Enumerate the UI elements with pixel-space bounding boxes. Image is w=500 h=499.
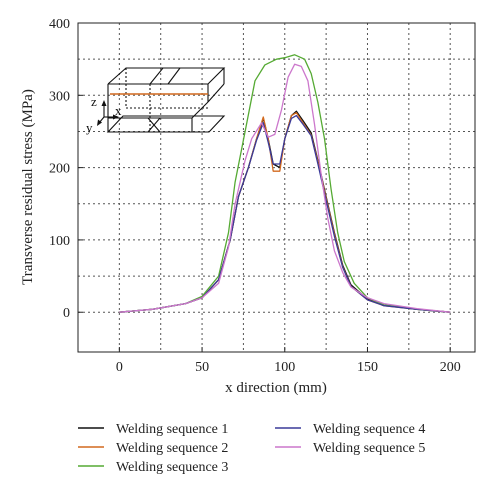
y-tick-label: 400 [49,17,70,32]
legend-label-4: Welding sequence 4 [313,422,425,437]
x-tick-label: 100 [274,360,295,375]
legend-label-3: Welding sequence 3 [116,460,228,475]
grid [78,23,475,352]
series-line-5 [119,63,451,313]
series-line-3 [119,54,451,313]
y-tick-label: 300 [49,89,70,104]
series-line-2 [119,112,451,313]
legend-label-1: Welding sequence 1 [116,422,228,437]
plot-frame [77,22,476,353]
plate-diagram [97,67,226,133]
x-tick-label: 0 [116,360,123,375]
y-tick-label: 0 [63,306,70,321]
x-axis-label: x direction (mm) [225,380,327,396]
x-tick-label: 150 [357,360,378,375]
y-tick-label: 100 [49,234,70,249]
inset-label-x: x [115,103,122,118]
legend: Welding sequence 1 Welding sequence 2 Weld… [78,422,425,475]
axis-ticks: 0 50 100 150 200 0 100 200 300 400 [49,17,461,375]
legend-label-5: Welding sequence 5 [313,441,425,456]
inset-label-y: y [86,120,93,135]
inset-label-z: z [91,94,97,109]
series-lines [119,54,451,313]
legend-label-2: Welding sequence 2 [116,441,228,456]
y-axis-label: Transverse residual stress (MPa) [20,89,36,285]
x-tick-label: 200 [440,360,461,375]
x-tick-label: 50 [195,360,209,375]
y-tick-label: 200 [49,162,70,177]
series-line-4 [119,114,451,313]
